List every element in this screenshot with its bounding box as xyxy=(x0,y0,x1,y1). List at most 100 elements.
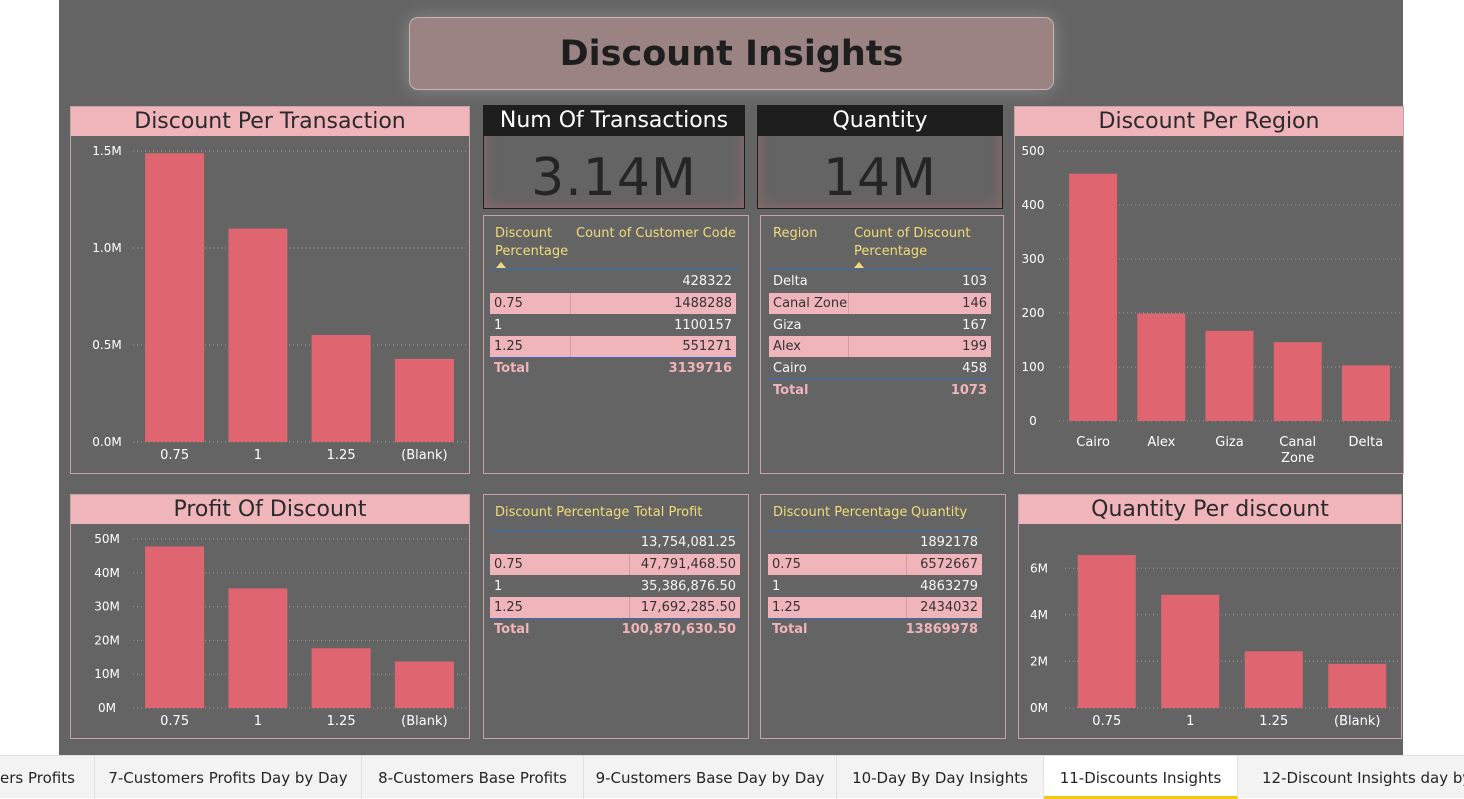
cell: 1892178 xyxy=(920,535,978,550)
header-divider xyxy=(768,530,982,531)
cell: 35,386,876.50 xyxy=(640,579,736,594)
bar[interactable] xyxy=(1069,173,1118,421)
quantity-card[interactable]: Quantity 14M xyxy=(757,105,1003,209)
discount-per-region-chart[interactable]: Discount Per Region 0 100 200 300 400 500 Cair… xyxy=(1014,106,1404,474)
cell: 1073 xyxy=(950,383,987,398)
table-row[interactable]: 0.75 6572667 xyxy=(768,554,982,575)
profit-of-discount-chart[interactable]: Profit Of Discount 0M 10M 20M 30M 40M 50M 0.75… xyxy=(70,494,470,739)
cell: 167 xyxy=(962,318,987,333)
header-divider xyxy=(490,530,740,531)
total-divider xyxy=(490,618,740,619)
tab-customers-base-day-by-day[interactable]: 9-Customers Base Day by Day xyxy=(584,756,837,799)
card-value: 14M xyxy=(822,148,938,208)
cell-divider xyxy=(906,554,907,575)
bar[interactable] xyxy=(394,358,454,442)
quantity-per-discount-chart[interactable]: Quantity Per discount 0M 2M 4M 6M 0.75 1 1.25 (… xyxy=(1018,494,1402,739)
cell-divider xyxy=(848,336,849,357)
cell-divider xyxy=(906,597,907,618)
table-row[interactable]: Giza 167 xyxy=(769,315,991,336)
tab-day-by-day-insights[interactable]: 10-Day By Day Insights xyxy=(837,756,1044,799)
cell: 13869978 xyxy=(905,622,978,637)
bar[interactable] xyxy=(1077,554,1136,708)
cell: 1.25 xyxy=(772,600,801,615)
bar[interactable] xyxy=(1161,594,1220,708)
tab-discounts-insights[interactable]: 11-Discounts Insights xyxy=(1044,756,1238,799)
cell: Total xyxy=(494,622,530,637)
tab-customers-profits-day-by-day[interactable]: 7-Customers Profits Day by Day xyxy=(95,756,362,799)
table-row[interactable]: 13,754,081.25 xyxy=(490,532,740,553)
table-row[interactable]: 1 35,386,876.50 xyxy=(490,576,740,597)
sort-ascending-icon[interactable] xyxy=(496,262,506,268)
column-header[interactable]: Discount Percentage xyxy=(495,505,630,520)
table-row[interactable]: 0.75 1488288 xyxy=(490,293,736,314)
table-row[interactable]: 1.25 17,692,285.50 xyxy=(490,597,740,618)
y-tick-label: 1.0M xyxy=(92,241,121,255)
column-header[interactable]: Total Profit xyxy=(634,505,703,520)
cell: 103 xyxy=(962,274,987,289)
bar[interactable] xyxy=(228,588,288,708)
cell-divider xyxy=(570,336,571,357)
column-header[interactable]: Discount Percentage xyxy=(495,226,569,259)
bar[interactable] xyxy=(145,546,205,708)
header-divider xyxy=(769,269,991,270)
table-row[interactable]: 1.25 2434032 xyxy=(768,597,982,618)
region-table[interactable]: Region Count of Discount Percentage Delt… xyxy=(760,215,1004,474)
column-header[interactable]: Count of Discount Percentage xyxy=(854,226,971,259)
quantity-table[interactable]: Discount Percentage Quantity 1892178 0.7… xyxy=(760,494,1006,739)
table-row[interactable]: 428322 xyxy=(490,271,736,292)
cell: 1 xyxy=(494,579,503,594)
cell: 2434032 xyxy=(920,600,978,615)
column-header[interactable]: Discount Percentage xyxy=(773,505,908,520)
column-header[interactable]: Region xyxy=(773,226,818,241)
y-tick-label: 50M xyxy=(94,532,120,546)
tab-customers-base-profits[interactable]: 8-Customers Base Profits xyxy=(362,756,584,799)
transactions-card[interactable]: Num Of Transactions 3.14M xyxy=(483,105,745,209)
y-tick-label: 0.0M xyxy=(92,435,121,449)
chart-title: Quantity Per discount xyxy=(1019,495,1401,524)
report-canvas: Discount Insights Discount Per Transacti… xyxy=(59,0,1404,755)
table-row[interactable]: 1892178 xyxy=(768,532,982,553)
total-divider xyxy=(768,618,982,619)
table-row[interactable]: 1 1100157 xyxy=(490,315,736,336)
table-row[interactable]: Alex 199 xyxy=(769,336,991,357)
table-row[interactable]: Canal Zone 146 xyxy=(769,293,991,314)
x-tick-label: 1.25 xyxy=(327,714,356,729)
column-header[interactable]: Quantity xyxy=(911,505,968,520)
y-tick-label: 100 xyxy=(1022,360,1045,374)
x-tick-label: Delta xyxy=(1349,435,1384,450)
table-row[interactable]: 0.75 47,791,468.50 xyxy=(490,554,740,575)
bar[interactable] xyxy=(1341,365,1390,421)
discount-per-transaction-chart[interactable]: Discount Per Transaction 0.0M 0.5M 1.0M 1.5… xyxy=(70,106,470,474)
column-header[interactable]: Count of Customer Code xyxy=(576,226,736,241)
x-tick-label: Giza xyxy=(1215,435,1243,450)
bar[interactable] xyxy=(311,335,371,442)
cell: 146 xyxy=(962,296,987,311)
bar[interactable] xyxy=(1328,663,1387,708)
cell: 0.75 xyxy=(772,557,801,572)
profit-table[interactable]: Discount Percentage Total Profit 13,754,… xyxy=(483,494,749,739)
customer-code-table[interactable]: Discount Percentage Count of Customer Co… xyxy=(483,215,749,474)
bar[interactable] xyxy=(145,153,205,442)
x-tick-label: Cairo xyxy=(1076,435,1110,450)
bar[interactable] xyxy=(1137,313,1186,421)
bar[interactable] xyxy=(1244,651,1303,708)
tab-customers-profits[interactable]: ers Profits xyxy=(0,756,95,799)
x-tick-label: 1 xyxy=(254,448,262,463)
bar[interactable] xyxy=(1205,330,1254,421)
table-row[interactable]: 1 4863279 xyxy=(768,576,982,597)
sort-ascending-icon[interactable] xyxy=(854,262,864,268)
table-row[interactable]: Cairo 458 xyxy=(769,358,991,379)
bar[interactable] xyxy=(228,228,288,442)
cell-divider xyxy=(848,293,849,314)
x-tick-label: 0.75 xyxy=(1092,714,1121,729)
y-tick-label: 2M xyxy=(1030,654,1048,668)
bar[interactable] xyxy=(394,661,454,708)
y-tick-label: 300 xyxy=(1022,252,1045,266)
bar[interactable] xyxy=(1273,342,1322,421)
table-row[interactable]: 1.25 551271 xyxy=(490,336,736,357)
table-row[interactable]: Delta 103 xyxy=(769,271,991,292)
cell: 1100157 xyxy=(674,318,732,333)
total-row: Total 3139716 xyxy=(490,358,736,379)
tab-discount-insights-day-by-day[interactable]: 12-Discount Insights day by d xyxy=(1262,769,1464,787)
bar[interactable] xyxy=(311,648,371,708)
